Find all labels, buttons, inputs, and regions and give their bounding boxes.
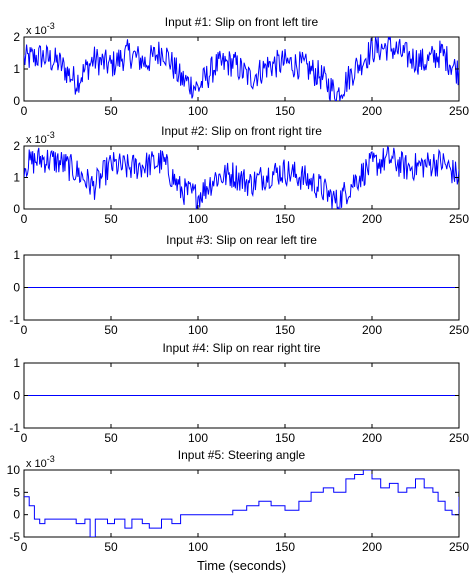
x-tick-label: 250 [449, 104, 469, 118]
x-tick-label: 150 [275, 540, 295, 554]
subplot-1: 0 50 100 150 200 250 0 1 2 x 10-3 Input #1: Slip o… [13, 15, 469, 118]
y-tick-label: 0 [13, 508, 20, 522]
y-tick-label: 10 [7, 463, 21, 477]
x-tick-label: 200 [362, 104, 382, 118]
data-line [24, 146, 459, 209]
y-tick-label: 0 [13, 94, 20, 108]
x-tick-label: 50 [104, 212, 118, 226]
y-multiplier-exponent: -3 [47, 21, 55, 31]
x-tick-label: 200 [362, 323, 382, 337]
x-tick-label: 50 [104, 540, 118, 554]
x-tick-label: 250 [449, 431, 469, 445]
x-tick-label: 100 [188, 212, 208, 226]
x-tick-label: 0 [21, 323, 28, 337]
subplot-title: Input #1: Slip on front left tire [165, 15, 319, 29]
data-line [24, 470, 459, 537]
x-tick-label: 50 [104, 323, 118, 337]
y-tick-label: 0 [13, 389, 20, 403]
data-line [24, 37, 459, 101]
x-tick-label: 0 [21, 540, 28, 554]
subplot-title: Input #4: Slip on rear right tire [162, 341, 320, 355]
y-multiplier-exponent: -3 [47, 130, 55, 140]
x-tick-label: 150 [275, 323, 295, 337]
x-tick-label: 0 [21, 212, 28, 226]
x-tick-label: 150 [275, 431, 295, 445]
x-tick-label: 50 [104, 431, 118, 445]
x-tick-label: 250 [449, 323, 469, 337]
x-tick-label: 50 [104, 104, 118, 118]
x-tick-label: 250 [449, 540, 469, 554]
x-tick-label: 100 [188, 323, 208, 337]
y-tick-label: -1 [9, 421, 20, 435]
axes-box [23, 469, 460, 538]
y-multiplier: x 10-3 [26, 130, 55, 146]
x-tick-label: 250 [449, 212, 469, 226]
x-tick-label: 100 [188, 540, 208, 554]
x-tick-label: 100 [188, 431, 208, 445]
subplot-2: 0 50 100 150 200 250 0 1 2 x 10-3 Input #2: Slip o… [13, 124, 469, 226]
x-tick-label: 150 [275, 212, 295, 226]
x-axis-label: Time (seconds) [197, 558, 286, 573]
y-tick-label: 0 [13, 202, 20, 216]
y-tick-label: 1 [13, 171, 20, 185]
subplot-title: Input #2: Slip on front right tire [161, 124, 322, 138]
x-tick-label: 0 [21, 431, 28, 445]
x-tick-label: 150 [275, 104, 295, 118]
x-tick-label: 100 [188, 104, 208, 118]
y-tick-label: 1 [13, 248, 20, 262]
y-tick-label: -5 [9, 530, 20, 544]
x-tick-label: 200 [362, 540, 382, 554]
y-tick-label: 2 [13, 30, 20, 44]
y-multiplier: x 10-3 [26, 454, 55, 470]
x-tick-label: 200 [362, 431, 382, 445]
y-tick-label: 1 [13, 62, 20, 76]
y-multiplier-exponent: -3 [47, 454, 55, 464]
y-tick-label: 2 [13, 139, 20, 153]
y-tick-label: 1 [13, 356, 20, 370]
x-tick-label: 200 [362, 212, 382, 226]
x-tick-label: 0 [21, 104, 28, 118]
subplot-title: Input #3: Slip on rear left tire [166, 233, 317, 247]
y-tick-label: -1 [9, 313, 20, 327]
y-tick-label: 0 [13, 281, 20, 295]
y-tick-label: 5 [13, 485, 20, 499]
y-multiplier: x 10-3 [26, 21, 55, 37]
subplot-title: Input #5: Steering angle [178, 448, 306, 462]
